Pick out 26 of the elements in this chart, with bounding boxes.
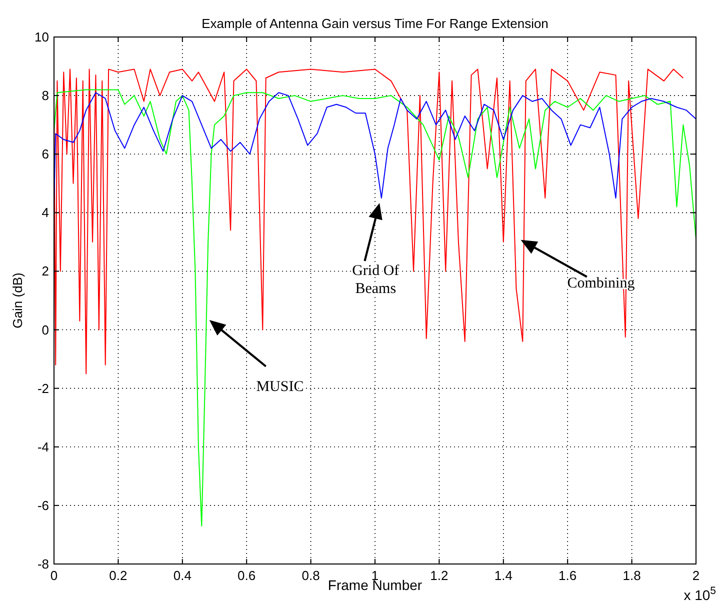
y-tick-label: -4 <box>37 439 49 454</box>
x-tick-label: 0.2 <box>109 568 128 583</box>
x-tick-label: 1.2 <box>430 568 448 583</box>
x-tick-label: 0.6 <box>238 568 256 583</box>
line-series <box>54 89 696 526</box>
y-tick-label: 4 <box>42 205 49 220</box>
x-tick-label: 1.8 <box>622 568 641 583</box>
x-tick-label: 1.4 <box>494 568 512 583</box>
y-tick-label: 6 <box>42 146 49 162</box>
line-series <box>54 68 684 374</box>
annotation: MUSIC <box>256 379 304 396</box>
y-tick-label: 8 <box>42 88 49 104</box>
x-tick-label: 0.8 <box>302 568 320 583</box>
y-tick-label: 2 <box>42 264 49 279</box>
y-tick-label: 0 <box>42 322 49 338</box>
y-tick-label: -2 <box>37 380 49 396</box>
y-tick-label: 10 <box>34 30 49 44</box>
chart-title: Example of Antenna Gain versus Time For Range Extension <box>202 16 548 31</box>
y-tick-label: -6 <box>37 498 49 513</box>
annotation: Grid Of Beams <box>352 263 400 298</box>
y-tick-label: -8 <box>37 556 49 572</box>
y-axis-title: Gain (dB) <box>10 272 25 328</box>
x-tick-label: 1.6 <box>558 568 577 583</box>
x-tick-label: 0.4 <box>173 568 192 583</box>
x-tick-label: 2 <box>692 568 700 583</box>
text: x 10$^{5}$ <box>684 585 716 603</box>
